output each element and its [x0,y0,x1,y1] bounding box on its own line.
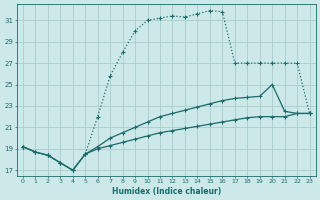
X-axis label: Humidex (Indice chaleur): Humidex (Indice chaleur) [112,187,221,196]
